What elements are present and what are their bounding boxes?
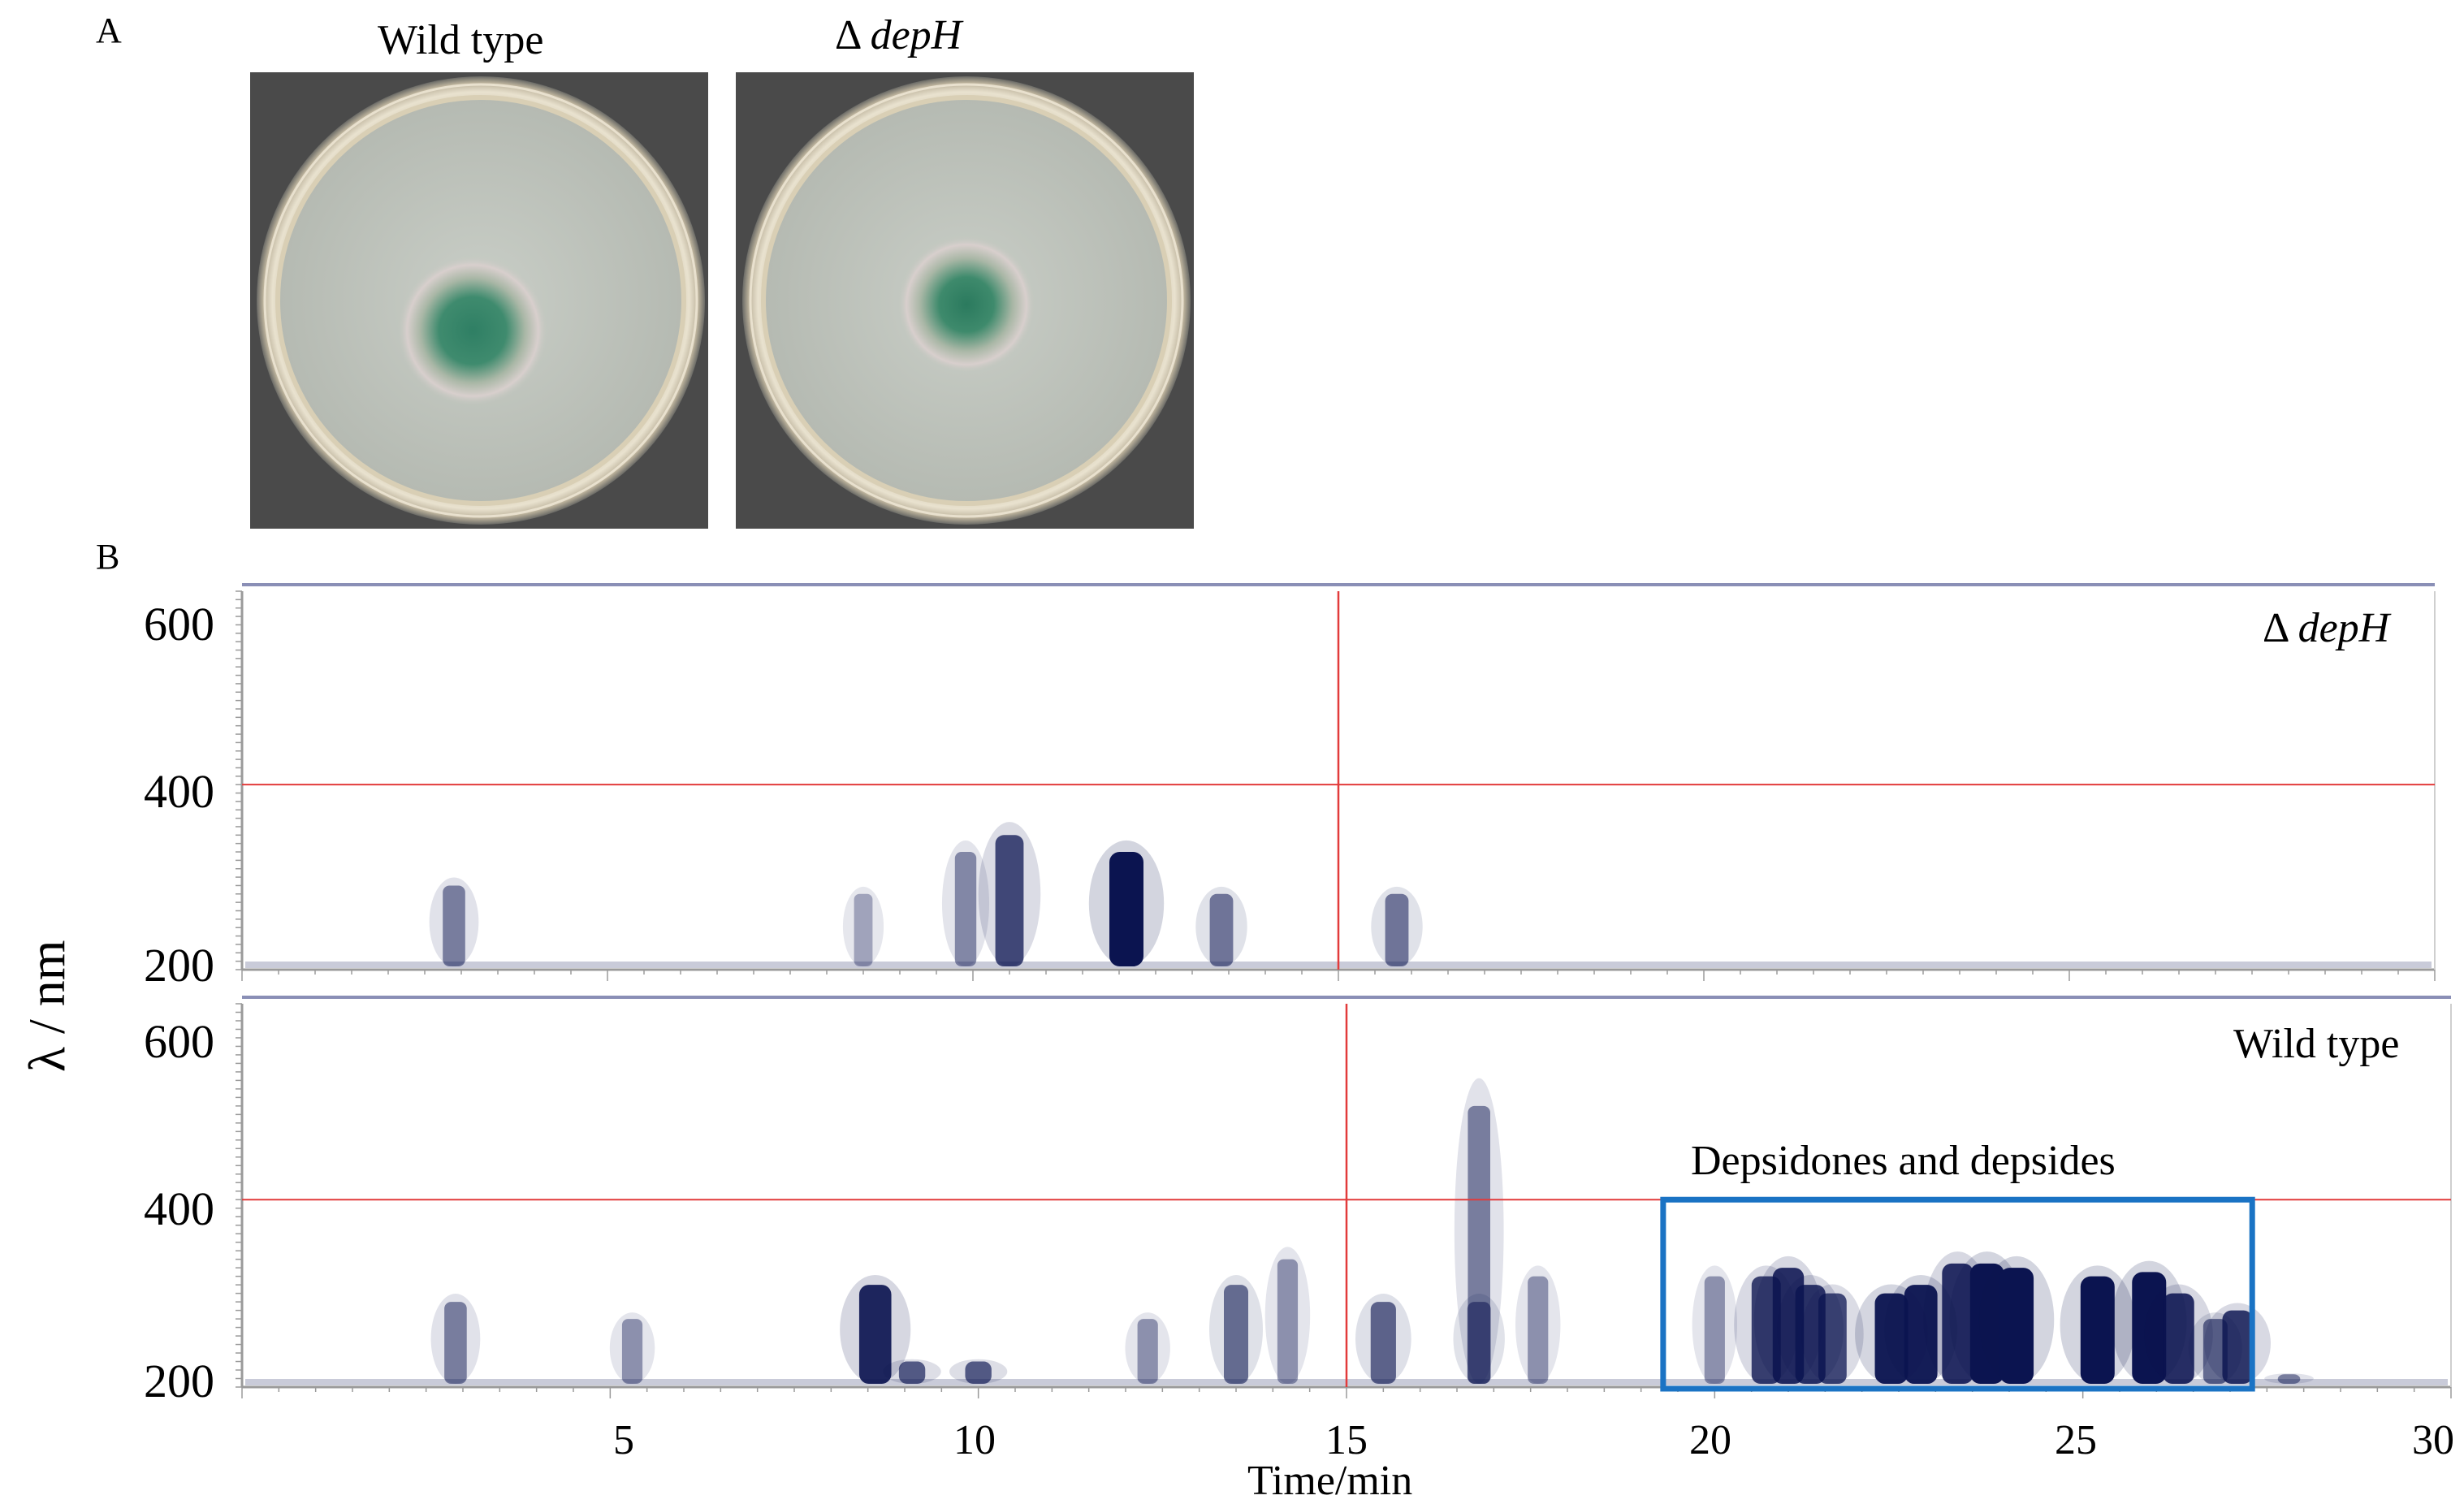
wild-type-title-text: Wild type [378, 17, 544, 63]
peak-2.9-min [443, 885, 465, 966]
top-ytick-600: 600 [144, 598, 214, 650]
peak-27.8-min [2277, 1374, 2301, 1384]
peak-14.2-min [1277, 1259, 1299, 1384]
depsidones-highlight-box [1660, 1196, 2255, 1392]
highlight-box-label: Depsidones and depsides [1691, 1138, 2116, 1184]
peak-9.9-min [954, 852, 977, 966]
peak-halo [1125, 1312, 1170, 1384]
y-axis-title: λ / nm [18, 940, 76, 1072]
peak-halo [1454, 1078, 1504, 1384]
wild-type-plate-title: Wild type [378, 19, 543, 62]
x-axis-title: Time/min [1247, 1458, 1413, 1504]
peak-22.4-min [1874, 1293, 1909, 1384]
xtick-10: 10 [953, 1417, 996, 1463]
peak-24.1-min [1999, 1268, 2034, 1384]
top-ytick-200: 200 [144, 939, 214, 992]
depH-sample-text: depH [2298, 605, 2390, 651]
peak-halo [1692, 1265, 1738, 1384]
xtick-20: 20 [1689, 1417, 1731, 1463]
peak-12.1-min [1109, 852, 1143, 966]
peak-23.3-min [1942, 1263, 1973, 1384]
peak-halo [2264, 1373, 2314, 1384]
delta-symbol: Δ [835, 12, 871, 58]
peak-halo [842, 886, 884, 966]
depH-chromatogram-plot [236, 583, 2436, 981]
peak-halo [429, 877, 479, 966]
peak-16.8-min [1467, 1302, 1491, 1384]
peak-halo [1264, 1247, 1311, 1384]
top-ytick-400: 400 [144, 765, 214, 818]
bottom-ytick-400: 400 [144, 1182, 214, 1235]
wild-type-sample-label: Wild type [2233, 1021, 2400, 1067]
peak-12.3-min [1137, 1319, 1158, 1384]
peak-8.5-min [854, 893, 873, 966]
peak-5.3-min [621, 1319, 643, 1384]
depH-plate-photo [736, 72, 1194, 529]
peak-25.2-min [2080, 1276, 2115, 1384]
peak-26.8-min [2202, 1319, 2228, 1384]
peak-25.9-min [2132, 1272, 2167, 1384]
panel-a-label: A [96, 11, 122, 50]
peak-17.6-min [1528, 1276, 1549, 1384]
peak-8.6-min [858, 1285, 892, 1384]
peak-halo [941, 840, 990, 966]
peak-27.1-min [2222, 1310, 2253, 1384]
depH-title-text: depH [870, 12, 962, 58]
peak-10-min [965, 1361, 992, 1384]
peak-10.5-min [995, 835, 1024, 966]
peak-26.3-min [2163, 1293, 2194, 1384]
panel-b-label: B [96, 537, 120, 577]
peak-13.5-min [1224, 1285, 1248, 1384]
peak-halo [609, 1312, 655, 1384]
peak-20-min [1704, 1276, 1725, 1384]
peak-15.8-min [1385, 893, 1409, 966]
xtick-30: 30 [2412, 1417, 2454, 1463]
bottom-ytick-200: 200 [144, 1355, 214, 1407]
peak-9.1-min [898, 1361, 926, 1384]
peak-halo [1515, 1265, 1561, 1384]
bottom-ytick-600: 600 [144, 1015, 214, 1068]
peak-21.6-min [1818, 1293, 1847, 1384]
peak-15.5-min [1370, 1302, 1396, 1384]
peak-21.3-min [1795, 1285, 1826, 1384]
xtick-15: 15 [1325, 1417, 1368, 1463]
xtick-25: 25 [2055, 1417, 2097, 1463]
peak-22.8-min [1904, 1285, 1938, 1384]
wild-type-plate-photo [250, 72, 708, 529]
peak-halo [430, 1294, 481, 1384]
depH-plate-title: Δ depH [835, 15, 962, 57]
depH-sample-label: Δ depH [2263, 607, 2389, 650]
wild-type-chromatogram-plot [236, 996, 2452, 1398]
peak-23.7-min [1969, 1263, 2004, 1384]
peak-13.4-min [1209, 893, 1234, 966]
peak-2.9-min [444, 1302, 467, 1384]
peak-16.8-min [1468, 1105, 1490, 1384]
delta-symbol-b: Δ [2263, 605, 2298, 651]
xtick-5: 5 [613, 1417, 634, 1463]
